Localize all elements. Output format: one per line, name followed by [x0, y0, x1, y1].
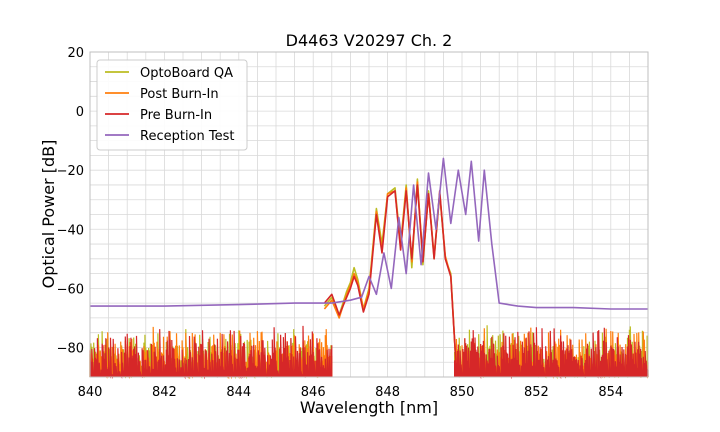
- y-tick-label: −80: [57, 341, 84, 356]
- x-tick-label: 852: [524, 385, 549, 400]
- axes: 840 842 844 846 848 850 852 854 −80 −60 −40 −20 0 20: [57, 46, 649, 400]
- x-tick-label: 846: [301, 385, 326, 400]
- y-axis-title: Optical Power [dB]: [39, 140, 58, 289]
- legend: OptoBoard QA Post Burn-In Pre Burn-In Recep…: [96, 59, 248, 151]
- y-tick-label: −60: [57, 282, 84, 297]
- x-tick-label: 848: [375, 385, 400, 400]
- series-group: [89, 157, 649, 380]
- legend-label: Pre Burn-In: [140, 108, 212, 123]
- x-tick-label: 854: [598, 385, 623, 400]
- y-tick-label: 0: [76, 105, 84, 120]
- x-tick-label: 844: [226, 385, 251, 400]
- legend-box: [96, 59, 248, 151]
- x-tick-label: 850: [450, 385, 475, 400]
- legend-label: Post Burn-In: [140, 87, 219, 102]
- x-tick-label: 840: [78, 385, 103, 400]
- series-line: [323, 184, 458, 372]
- series-line: [90, 157, 648, 310]
- chart-title: D4463 V20297 Ch. 2: [286, 31, 453, 50]
- legend-label: Reception Test: [140, 129, 234, 144]
- y-tick-label: −40: [57, 223, 84, 238]
- series-pre-burn-in: [89, 184, 649, 380]
- legend-label: OptoBoard QA: [140, 66, 233, 81]
- plot-frame: [89, 51, 649, 378]
- noise-floor-line: [89, 325, 333, 380]
- y-tick-label: −20: [57, 164, 84, 179]
- y-tick-label: 20: [67, 46, 84, 61]
- x-axis-title: Wavelength [nm]: [300, 398, 438, 417]
- x-tick-label: 842: [152, 385, 177, 400]
- noise-floor-line: [454, 327, 649, 380]
- series-reception-test: [90, 157, 648, 310]
